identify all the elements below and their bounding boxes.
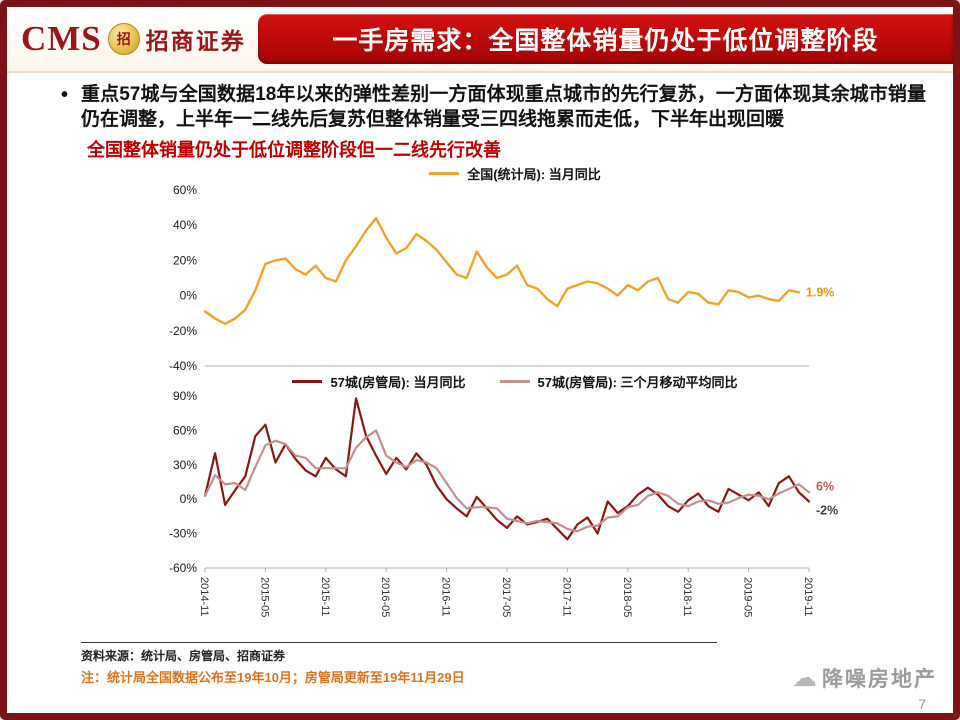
- y-tick-label: -40%: [169, 359, 197, 372]
- chart2-legend: 57城(房管局): 当月同比 57城(房管局): 三个月移动平均同比: [145, 373, 885, 390]
- y-tick-label: 30%: [173, 457, 197, 471]
- chart1-legend: 全国(统计局): 当月同比: [145, 165, 885, 182]
- legend-label-57cities-monthly: 57城(房管局): 当月同比: [330, 374, 466, 390]
- bullet-paragraph: • 重点57城与全国数据18年以来的弹性差别一方面体现重点城市的先行复苏，一方面…: [57, 82, 939, 133]
- legend-label-national: 全国(统计局): 当月同比: [467, 166, 601, 182]
- x-tick-label: 2017-11: [560, 577, 572, 617]
- cloud-icon: ☁: [792, 664, 817, 692]
- y-tick-label: 60%: [173, 423, 197, 437]
- slide-content: • 重点57城与全国数据18年以来的弹性差别一方面体现重点城市的先行复苏，一方面…: [7, 73, 953, 686]
- x-tick-label: 2017-05: [500, 577, 512, 617]
- y-tick-label: -60%: [169, 561, 197, 575]
- highlight-text: 全国整体销量仍处于低位调整阶段但一二线先行改善: [87, 139, 501, 160]
- series-line: [203, 428, 811, 532]
- y-tick-label: 60%: [173, 183, 197, 197]
- y-tick-label: 0%: [180, 288, 198, 302]
- y-tick-label: -30%: [169, 526, 197, 540]
- y-tick-label: 40%: [173, 218, 197, 232]
- x-tick-label: 2016-05: [379, 577, 391, 617]
- cms-emblem-glyph: 招: [116, 31, 131, 47]
- legend-line-national-icon: [429, 171, 460, 175]
- x-tick-label: 2019-05: [742, 577, 754, 617]
- data-label: -2%: [816, 503, 838, 517]
- slide-header: CMS 招 招商证券 一手房需求：全国整体销量仍处于低位调整阶段: [7, 7, 953, 73]
- x-tick-label: 2014-11: [198, 577, 210, 617]
- x-tick-label: 2018-11: [681, 577, 693, 617]
- data-label: 1.9%: [806, 285, 835, 299]
- bullet-marker: •: [61, 84, 69, 106]
- x-tick-label: 2015-05: [258, 577, 270, 617]
- series-line: [203, 216, 801, 325]
- chart-national-yoy: 60% 40% 20% 0% -20% -40% 1.9%: [145, 182, 885, 373]
- page-title: 一手房需求：全国整体销量仍处于低位调整阶段: [332, 27, 879, 55]
- brand-name: 招商证券: [145, 28, 246, 54]
- watermark-text: 降噪房地产: [822, 668, 937, 691]
- y-tick-label: -20%: [169, 323, 197, 337]
- legend-line-57cities-ma-icon: [499, 379, 530, 383]
- cms-emblem-icon: 招: [107, 23, 140, 55]
- legend-item-57cities-monthly: 57城(房管局): 当月同比: [292, 372, 466, 391]
- chart-57cities-yoy: 90% 60% 30% 0% -30% -60% 2014-11 2015-05 2015-11…: [145, 389, 885, 636]
- bullet-text: 重点57城与全国数据18年以来的弹性差别一方面体现重点城市的先行复苏，一方面体现…: [81, 84, 927, 131]
- y-tick-label: 90%: [173, 390, 197, 403]
- legend-line-57cities-monthly-icon: [292, 379, 323, 383]
- series-line: [203, 396, 811, 540]
- page-number: 7: [918, 696, 926, 712]
- update-note: 注：统计局全国数据公布至19年10月；房管局更新至19年11月29日: [81, 669, 465, 685]
- data-label: 6%: [816, 479, 834, 493]
- title-banner: 一手房需求：全国整体销量仍处于低位调整阶段: [257, 14, 953, 64]
- x-tick-label: 2015-11: [319, 577, 331, 617]
- x-tick-label: 2016-11: [440, 577, 452, 617]
- chart-svg: 90% 60% 30% 0% -30% -60%2014-11 2015-05 2015-11…: [169, 389, 838, 617]
- y-tick-label: 0%: [180, 492, 198, 506]
- cms-logo: CMS 招 招商证券: [21, 19, 246, 59]
- source-note: 资料来源：统计局、房管局、招商证券: [81, 641, 717, 664]
- legend-item-57cities-ma: 57城(房管局): 三个月移动平均同比: [499, 372, 738, 391]
- x-tick-label: 2018-05: [621, 577, 633, 617]
- legend-label-57cities-ma: 57城(房管局): 三个月移动平均同比: [537, 374, 738, 390]
- cms-logo-text: CMS: [21, 19, 102, 58]
- y-tick-label: 20%: [173, 253, 197, 267]
- watermark: ☁ 降噪房地产: [792, 663, 937, 693]
- x-tick-label: 2019-11: [802, 577, 814, 617]
- chart-svg: 60% 40% 20% 0% -20% -40% 1.9%: [169, 183, 835, 373]
- legend-item-national: 全国(统计局): 当月同比: [429, 164, 601, 183]
